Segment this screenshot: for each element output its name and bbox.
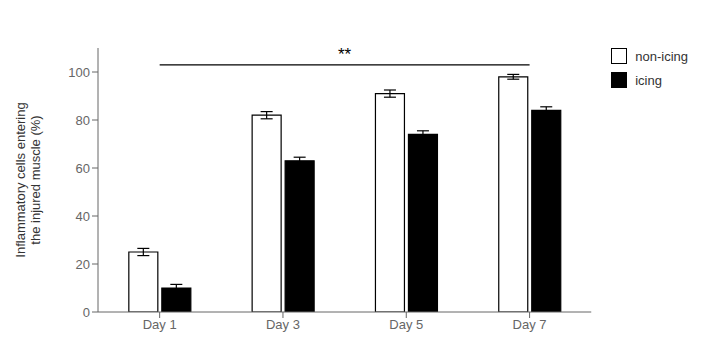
svg-text:40: 40 bbox=[76, 209, 90, 224]
svg-text:80: 80 bbox=[76, 113, 90, 128]
svg-text:Day 3: Day 3 bbox=[266, 317, 300, 332]
html-text:icing: icing bbox=[635, 72, 662, 88]
svg-text:0: 0 bbox=[83, 305, 90, 320]
svg-text:100: 100 bbox=[68, 65, 90, 80]
svg-text:60: 60 bbox=[76, 161, 90, 176]
svg-text:Day 5: Day 5 bbox=[389, 317, 423, 332]
svg-text:**: ** bbox=[338, 45, 352, 64]
svg-text:20: 20 bbox=[76, 257, 90, 272]
html-text:non-icing: non-icing bbox=[635, 48, 688, 64]
svg-text:Inflammatory cells enteringthe: Inflammatory cells enteringthe injured m… bbox=[13, 102, 43, 257]
svg-text:Day 7: Day 7 bbox=[513, 317, 547, 332]
svg-text:Day 1: Day 1 bbox=[143, 317, 177, 332]
